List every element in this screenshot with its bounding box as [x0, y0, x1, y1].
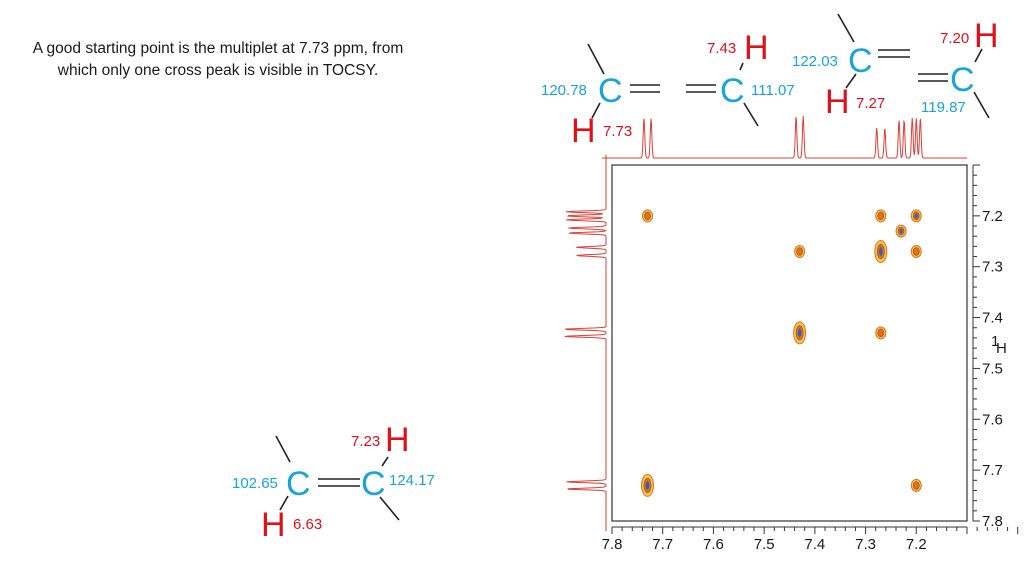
cross-peak — [910, 244, 922, 258]
carbon-shift-label: 111.07 — [751, 82, 795, 99]
bond — [845, 73, 857, 89]
fragment-3: C 122.03 H 7.27 C 119.87 H 7.20 — [792, 13, 999, 121]
bond — [837, 13, 855, 43]
contour-mid — [796, 247, 803, 256]
contour-mid — [912, 481, 920, 490]
contour-mid — [644, 211, 651, 221]
cross-peak — [641, 473, 654, 497]
fragment-1: C 120.78 H 7.73 — [541, 43, 660, 150]
contour-inner — [878, 247, 883, 256]
bond — [379, 496, 400, 521]
cross-peak — [895, 224, 907, 238]
hydrogen-atom: H — [385, 421, 410, 459]
contour-inner — [645, 481, 650, 490]
contour-inner — [797, 328, 802, 338]
carbon-atom: C — [286, 465, 311, 503]
cross-peak — [910, 209, 922, 223]
bond — [974, 48, 983, 63]
carbon-shift-label: 120.78 — [541, 82, 587, 99]
contour-inner — [914, 213, 918, 219]
carbon-shift-label: 122.03 — [792, 53, 838, 70]
contour-mid — [877, 328, 885, 338]
fragment-2: C 111.07 H 7.43 — [686, 29, 795, 127]
bond — [381, 456, 389, 467]
x-tick-label: 7.2 — [906, 536, 927, 553]
hydrogen-shift-label: 7.43 — [707, 40, 736, 57]
y-tick-label: 7.3 — [982, 259, 1003, 276]
hydrogen-atom: H — [825, 83, 850, 121]
x-tick-label: 7.8 — [602, 536, 623, 553]
cross-peak — [875, 209, 887, 223]
x-tick-label: 7.5 — [754, 536, 775, 553]
bond — [279, 495, 289, 511]
intro-text: A good starting point is the multiplet a… — [32, 40, 404, 79]
y-tick-label: 7.5 — [982, 360, 1003, 377]
hydrogen-shift-label: 7.27 — [856, 95, 885, 112]
tocsy-spectrum: 7.8 7.7 7.6 7.5 7.4 7.3 7.2 7.2 7.3 7.4 7.5 7.6 7.7… — [564, 115, 1019, 553]
fragment-4: C 102.65 H 6.63 C 124.17 H 7.23 — [232, 421, 435, 544]
hydrogen-shift-label: 7.20 — [940, 30, 969, 47]
cross-peak — [910, 478, 922, 492]
x-tick-label: 7.7 — [652, 536, 673, 553]
axis-unit-superscript: 1 — [991, 333, 999, 350]
plot-frame — [611, 164, 968, 522]
carbon-atom: C — [950, 61, 975, 99]
carbon-atom: C — [720, 72, 745, 110]
carbon-shift-label: 119.87 — [921, 99, 966, 116]
cross-peak — [793, 321, 807, 345]
left-1d-projection — [564, 154, 607, 532]
y-tick-label: 7.2 — [982, 208, 1003, 225]
cross-peaks — [641, 209, 922, 497]
y-tick-label: 7.8 — [982, 513, 1003, 530]
y-axis: 7.2 7.3 7.4 7.5 7.6 7.7 7.8 — [972, 164, 1003, 530]
bond — [739, 62, 744, 71]
cross-peak — [874, 239, 888, 263]
bond — [275, 435, 291, 463]
bond — [587, 43, 605, 75]
x-tick-label: 7.6 — [703, 536, 724, 553]
cross-peak — [642, 209, 653, 223]
bond — [591, 102, 601, 119]
top-1d-projection — [601, 115, 967, 159]
contour-mid — [877, 211, 885, 221]
carbon-atom: C — [598, 72, 623, 110]
cross-peak — [794, 244, 806, 258]
hydrogen-atom: H — [744, 29, 769, 67]
hydrogen-atom: H — [571, 112, 596, 150]
hydrogen-shift-label: 7.73 — [603, 123, 632, 140]
contour-inner — [899, 228, 903, 234]
x-tick-label: 7.4 — [804, 536, 825, 553]
contour-mid — [912, 247, 920, 256]
cross-peak — [875, 326, 887, 340]
hydrogen-shift-label: 7.23 — [351, 433, 380, 450]
bond — [743, 102, 759, 127]
x-axis: 7.8 7.7 7.6 7.5 7.4 7.3 7.2 — [602, 526, 1019, 553]
hydrogen-atom: H — [261, 506, 286, 544]
carbon-shift-label: 102.65 — [232, 475, 278, 492]
bond — [973, 91, 990, 119]
hydrogen-shift-label: 6.63 — [293, 516, 322, 533]
hydrogen-atom: H — [974, 17, 999, 55]
axis-unit-label: H — [996, 340, 1007, 357]
carbon-atom: C — [848, 42, 873, 80]
x-tick-label: 7.3 — [855, 536, 876, 553]
y-tick-label: 7.6 — [982, 411, 1003, 428]
carbon-shift-label: 124.17 — [389, 472, 435, 489]
y-tick-label: 7.7 — [982, 462, 1003, 479]
carbon-atom: C — [361, 465, 386, 503]
y-tick-label: 7.4 — [982, 310, 1003, 327]
